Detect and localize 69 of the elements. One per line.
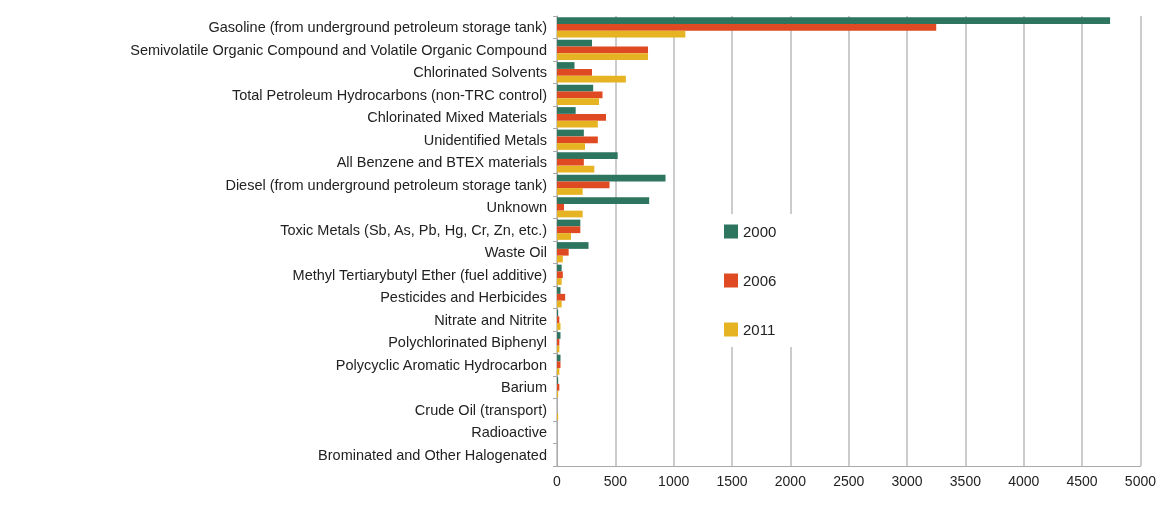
- x-tick-label: 2500: [833, 473, 865, 489]
- y-tick-label: Waste Oil: [484, 244, 547, 261]
- bar: [557, 203, 564, 211]
- x-tick-label: 4000: [1008, 473, 1040, 489]
- x-tick-label: 0: [553, 473, 562, 489]
- bar: [557, 278, 562, 285]
- y-tick-label: Brominated and Other Halogenated: [318, 446, 547, 463]
- y-tick-label: Diesel (from underground petroleum storage tank): [225, 176, 547, 193]
- bar: [557, 62, 575, 69]
- bar: [557, 152, 618, 159]
- bar: [557, 129, 584, 137]
- bar: [557, 181, 610, 189]
- bar: [557, 113, 607, 121]
- bar: [557, 91, 603, 99]
- y-tick-label: Total Petroleum Hydrocarbons (non-TRC control): [231, 86, 547, 103]
- bar: [557, 46, 649, 54]
- legend-label: 2011: [743, 321, 776, 338]
- bar: [557, 197, 650, 204]
- y-tick-label: All Benzene and BTEX materials: [336, 154, 547, 171]
- bar: [557, 287, 561, 294]
- y-tick-label: Gasoline (from underground petroleum storage tank): [208, 19, 547, 36]
- bar: [557, 23, 937, 31]
- bar: [557, 210, 583, 218]
- bar: [557, 264, 562, 272]
- x-tick-label: 3500: [949, 473, 982, 489]
- y-tick-label: Methyl Tertiarybutyl Ether (fuel additive): [292, 266, 547, 283]
- x-tick-label: 2000: [774, 473, 807, 489]
- bar: [557, 255, 563, 263]
- bar: [557, 98, 600, 105]
- bar: [557, 107, 576, 114]
- x-tick-label: 1000: [658, 473, 690, 489]
- y-tick-label: Polycyclic Aromatic Hydrocarbon: [335, 356, 547, 373]
- y-tick-label: Toxic Metals (Sb, As, Pb, Hg, Cr, Zn, etc.): [280, 221, 547, 238]
- y-tick-label: Unknown: [486, 199, 547, 216]
- bar: [557, 293, 566, 301]
- y-tick-label: Chlorinated Solvents: [413, 64, 547, 81]
- y-tick-label: Chlorinated Mixed Materials: [367, 109, 547, 126]
- bar: [557, 271, 563, 279]
- x-tick-label: 4500: [1066, 473, 1098, 489]
- y-tick-label: Unidentified Metals: [423, 131, 547, 148]
- bar: [557, 242, 589, 249]
- bar: [557, 68, 593, 76]
- x-tick-label: 5000: [1124, 473, 1157, 489]
- x-tick-label: 3000: [891, 473, 923, 489]
- y-tick-label: Semivolatile Organic Compound and Volatile Organic Compound: [130, 41, 547, 58]
- y-tick-label: Pesticides and Herbicides: [380, 289, 547, 306]
- y-tick-label: Crude Oil (transport): [414, 401, 547, 418]
- bar: [557, 143, 585, 150]
- bar: [557, 361, 561, 369]
- bar: [557, 17, 1111, 24]
- legend-label: 2006: [743, 272, 777, 289]
- bar: [557, 323, 561, 330]
- bar: [557, 136, 598, 144]
- y-tick-label: Nitrate and Nitrite: [434, 311, 547, 328]
- y-tick-label: Polychlorinated Biphenyl: [388, 334, 547, 351]
- y-tick-label: Radioactive: [471, 424, 547, 441]
- bar: [557, 188, 583, 195]
- bar: [557, 158, 584, 166]
- bar: [557, 226, 581, 234]
- bar: [557, 354, 561, 362]
- x-tick-label: 1500: [716, 473, 748, 489]
- bar: [557, 233, 571, 240]
- y-tick-label: Barium: [501, 379, 547, 396]
- bar: [557, 300, 562, 308]
- x-tick-label: 500: [603, 473, 628, 489]
- bar: [557, 248, 569, 256]
- bar: [557, 332, 561, 339]
- legend-label: 2000: [743, 223, 777, 240]
- bar: [557, 53, 649, 60]
